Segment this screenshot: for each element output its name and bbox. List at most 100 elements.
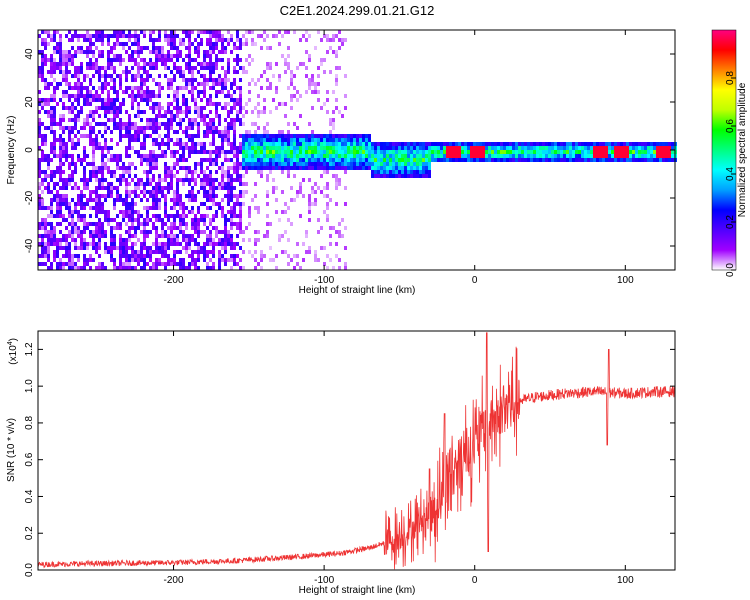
heatmap-cell xyxy=(200,170,203,174)
heatmap-cell xyxy=(137,54,140,58)
heatmap-cell xyxy=(128,230,131,234)
heatmap-cell xyxy=(173,226,176,230)
heatmap-cell xyxy=(68,178,71,182)
heatmap-cell xyxy=(614,142,617,146)
heatmap-cell xyxy=(332,146,335,150)
heatmap-cell xyxy=(71,222,74,226)
heatmap-cell xyxy=(218,30,221,34)
heatmap-cell xyxy=(200,178,203,182)
heatmap-cell xyxy=(170,186,173,190)
heatmap-cell xyxy=(209,74,212,78)
heatmap-cell xyxy=(194,242,197,246)
heatmap-cell xyxy=(134,242,137,246)
heatmap-cell xyxy=(317,82,320,86)
heatmap-cell xyxy=(623,142,626,146)
heatmap-cell xyxy=(59,170,62,174)
heatmap-cell xyxy=(65,246,68,250)
heatmap-cell xyxy=(458,142,461,146)
heatmap-cell xyxy=(335,202,338,206)
heatmap-cell xyxy=(194,226,197,230)
heatmap-cell xyxy=(59,262,62,266)
y-tick-label: 40 xyxy=(24,48,35,60)
heatmap-cell xyxy=(110,66,113,70)
heatmap-cell xyxy=(122,246,125,250)
heatmap-cell xyxy=(59,122,62,126)
heatmap-cell xyxy=(98,142,101,146)
heatmap-cell xyxy=(215,234,218,238)
heatmap-cell xyxy=(335,242,338,246)
heatmap-cell xyxy=(152,214,155,218)
heatmap-cell xyxy=(191,118,194,122)
heatmap-cell xyxy=(185,158,188,162)
heatmap-cell xyxy=(95,190,98,194)
heatmap-cell xyxy=(68,98,71,102)
heatmap-cell xyxy=(194,106,197,110)
heatmap-cell xyxy=(341,138,344,142)
heatmap-cell xyxy=(560,142,563,146)
heatmap-cell xyxy=(86,118,89,122)
heatmap-cell xyxy=(341,162,344,166)
heatmap-cell xyxy=(113,70,116,74)
heatmap-cell xyxy=(413,154,416,158)
heatmap-cell xyxy=(167,174,170,178)
heatmap-cell xyxy=(149,162,152,166)
heatmap-cell xyxy=(146,154,149,158)
heatmap-cell xyxy=(155,186,158,190)
heatmap-cell xyxy=(398,174,401,178)
heatmap-cell xyxy=(254,182,257,186)
heatmap-cell xyxy=(71,174,74,178)
heatmap-cell xyxy=(59,230,62,234)
heatmap-cell xyxy=(59,166,62,170)
heatmap-cell xyxy=(572,154,575,158)
heatmap-cell xyxy=(218,74,221,78)
heatmap-cell xyxy=(350,154,353,158)
heatmap-cell xyxy=(59,158,62,162)
heatmap-cell xyxy=(128,122,131,126)
heatmap-cell xyxy=(479,158,482,162)
heatmap-cell xyxy=(74,94,77,98)
heatmap-cell xyxy=(62,262,65,266)
heatmap-cell xyxy=(497,154,500,158)
heatmap-cell xyxy=(185,54,188,58)
heatmap-cell xyxy=(227,234,230,238)
heatmap-cell xyxy=(569,146,572,150)
heatmap-cell xyxy=(152,94,155,98)
heatmap-cell xyxy=(290,82,293,86)
heatmap-cell xyxy=(89,78,92,82)
heatmap-cell xyxy=(53,58,56,62)
heatmap-cell xyxy=(206,122,209,126)
heatmap-cell xyxy=(239,218,242,222)
heatmap-cell xyxy=(104,66,107,70)
heatmap-cell xyxy=(404,146,407,150)
heatmap-cell xyxy=(50,110,53,114)
heatmap-cell xyxy=(311,74,314,78)
heatmap-cell xyxy=(566,154,569,158)
heatmap-cell xyxy=(125,146,128,150)
heatmap-cell xyxy=(458,158,461,162)
heatmap-cell xyxy=(260,150,263,154)
heatmap-cell xyxy=(59,50,62,54)
heatmap-cell xyxy=(155,182,158,186)
heatmap-cell xyxy=(206,262,209,266)
heatmap-cell xyxy=(209,118,212,122)
heatmap-cell xyxy=(323,166,326,170)
heatmap-cell xyxy=(92,74,95,78)
heatmap-cell xyxy=(140,66,143,70)
heatmap-cell xyxy=(335,98,338,102)
heatmap-cell xyxy=(362,150,365,154)
heatmap-cell xyxy=(134,202,137,206)
heatmap-cell xyxy=(200,166,203,170)
heatmap-cell xyxy=(92,142,95,146)
heatmap-cell xyxy=(269,138,272,142)
heatmap-cell xyxy=(176,70,179,74)
heatmap-cell xyxy=(266,150,269,154)
heatmap-cell xyxy=(113,266,116,270)
heatmap-cell xyxy=(161,250,164,254)
heatmap-cell xyxy=(80,134,83,138)
heatmap-cell xyxy=(77,110,80,114)
heatmap-cell xyxy=(509,146,512,150)
heatmap-cell xyxy=(335,182,338,186)
heatmap-cell xyxy=(176,226,179,230)
heatmap-cell xyxy=(290,134,293,138)
heatmap-cell xyxy=(44,134,47,138)
